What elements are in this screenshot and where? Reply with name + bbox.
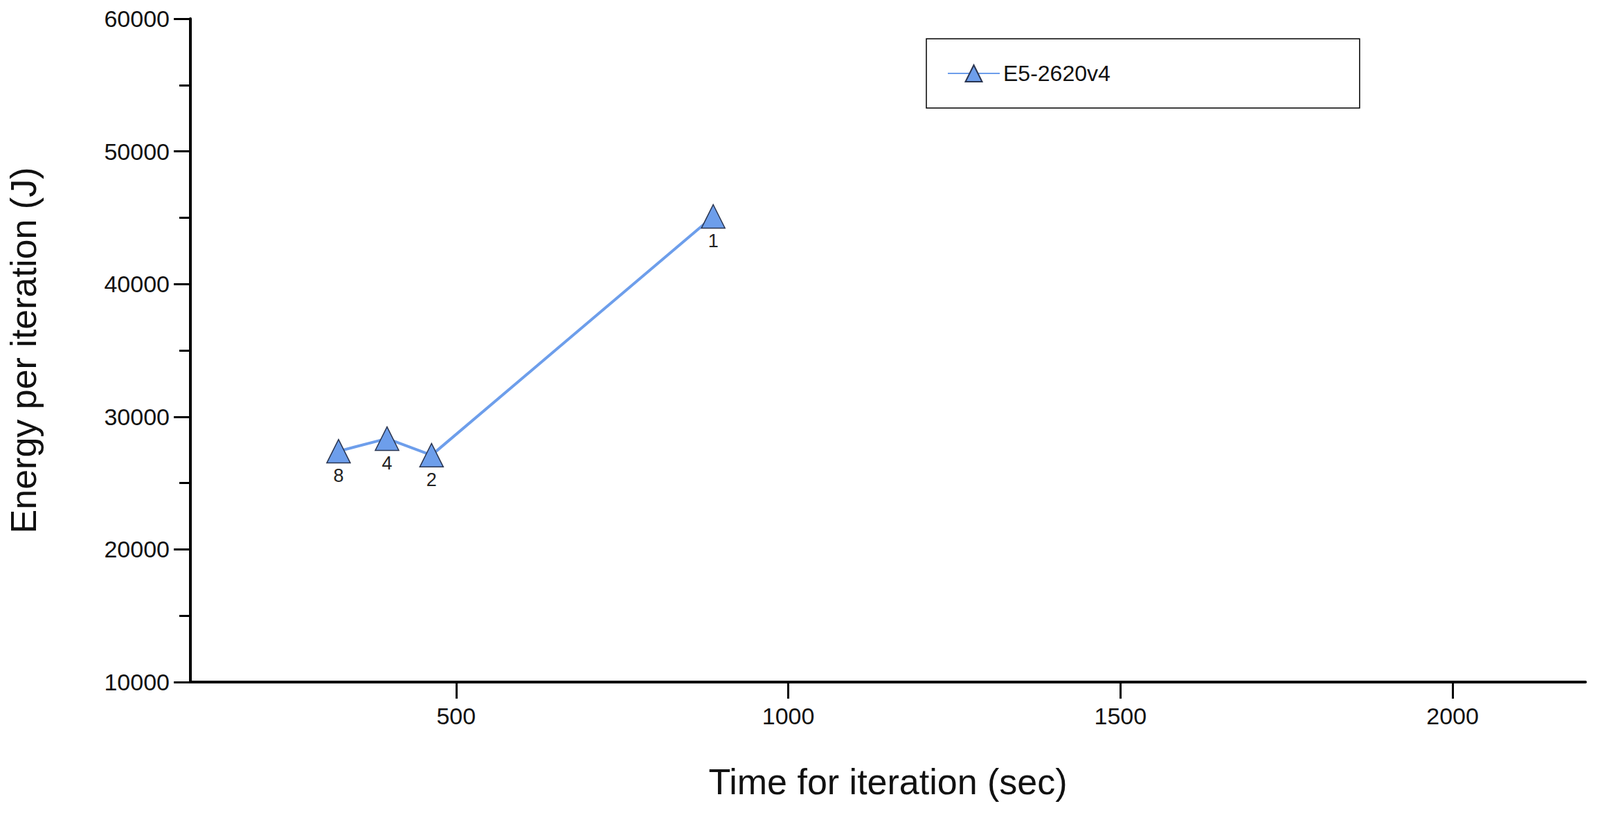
svg-text:8: 8 bbox=[333, 465, 344, 487]
svg-text:Energy per iteration (J): Energy per iteration (J) bbox=[3, 167, 44, 534]
svg-text:2: 2 bbox=[426, 469, 437, 491]
svg-text:10000: 10000 bbox=[103, 668, 170, 696]
svg-text:500: 500 bbox=[436, 702, 476, 730]
svg-text:Time for iteration (sec): Time for iteration (sec) bbox=[708, 761, 1067, 802]
svg-text:40000: 40000 bbox=[103, 270, 170, 298]
svg-text:30000: 30000 bbox=[103, 403, 170, 430]
svg-text:E5-2620v4: E5-2620v4 bbox=[1003, 60, 1111, 86]
svg-text:4: 4 bbox=[382, 452, 393, 474]
svg-text:1: 1 bbox=[708, 230, 719, 252]
svg-text:20000: 20000 bbox=[103, 535, 170, 563]
svg-text:60000: 60000 bbox=[103, 5, 170, 32]
svg-text:1500: 1500 bbox=[1094, 702, 1148, 730]
svg-text:50000: 50000 bbox=[103, 138, 170, 165]
svg-text:2000: 2000 bbox=[1426, 702, 1479, 730]
svg-text:1000: 1000 bbox=[762, 702, 815, 730]
